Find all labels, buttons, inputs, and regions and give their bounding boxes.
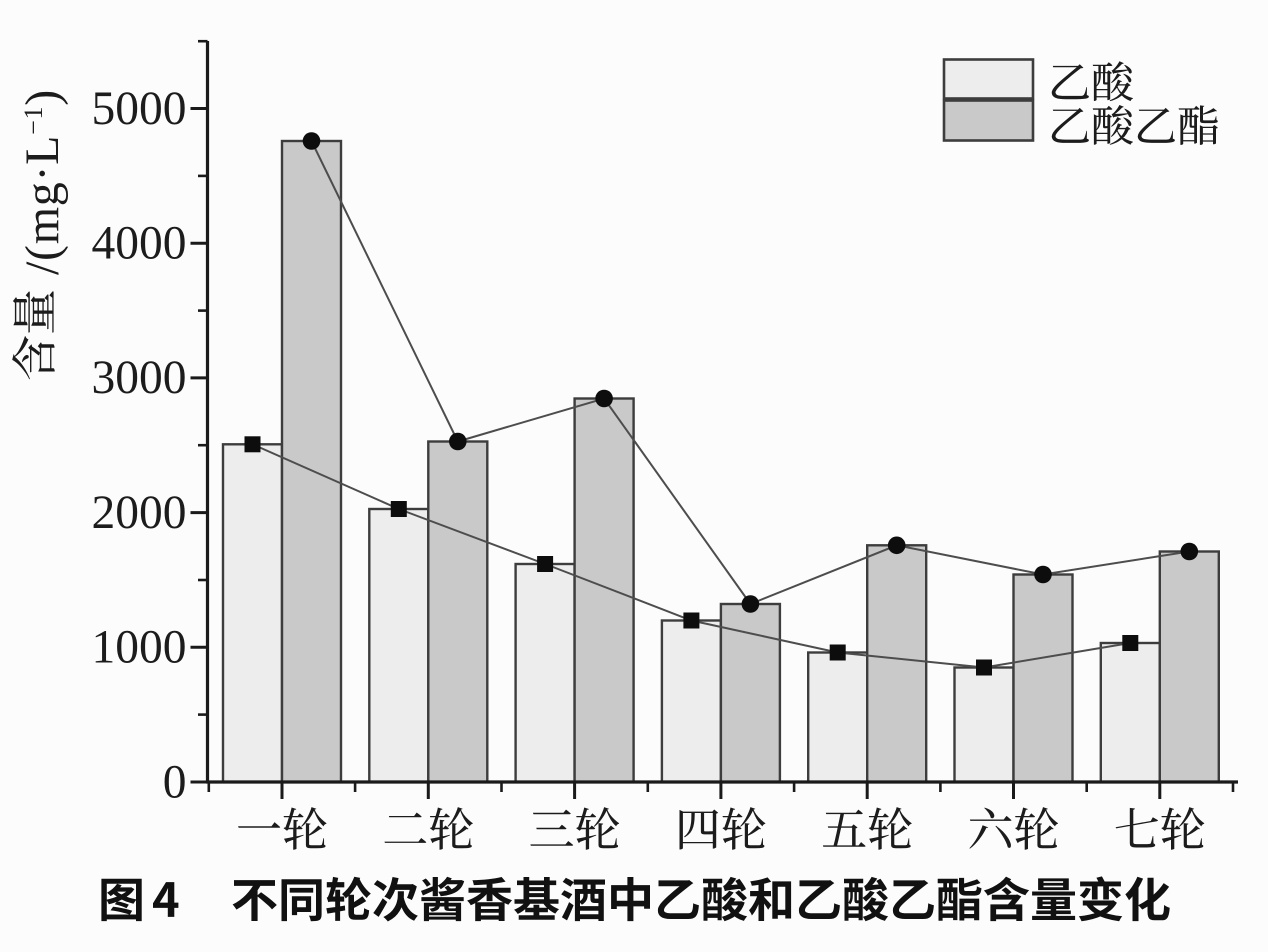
svg-text:5000: 5000 bbox=[92, 83, 187, 135]
svg-text:0: 0 bbox=[163, 756, 187, 808]
svg-text:4000: 4000 bbox=[92, 218, 187, 270]
svg-text:1000: 1000 bbox=[92, 622, 187, 674]
svg-text:2000: 2000 bbox=[92, 487, 187, 539]
svg-text:/(mg·L−1): /(mg·L−1) bbox=[16, 89, 69, 275]
svg-text:3000: 3000 bbox=[92, 352, 187, 404]
